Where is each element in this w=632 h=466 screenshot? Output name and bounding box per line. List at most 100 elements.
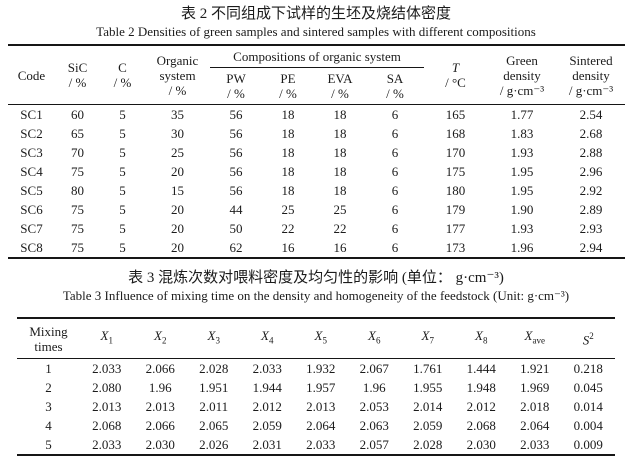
table-cell: 2.012: [252, 399, 282, 414]
table-cell: SC2: [20, 126, 43, 141]
header-line: / %: [279, 86, 297, 101]
header-symbol: X: [475, 328, 483, 344]
table-cell: 2.012: [466, 399, 496, 414]
table3-col-x8: X8: [455, 318, 509, 359]
table2-col-code: Code: [8, 45, 55, 105]
table-row: SC6 75 5 20 44 25 25 6 179 1.90 2.89: [8, 200, 625, 219]
table-cell: 2.013: [145, 399, 175, 414]
table-cell: 1.957: [306, 380, 336, 395]
table-row: 3 2.013 2.013 2.011 2.012 2.013 2.053 2.014 2.01…: [17, 397, 615, 416]
table-cell: 2.033: [92, 437, 122, 452]
header-line: / %: [68, 75, 87, 90]
table-cell: 56: [229, 145, 243, 160]
table-cell: 1.95: [510, 183, 534, 198]
table-cell: 2.018: [520, 399, 550, 414]
table2-body: SC1 60 5 35 56 18 18 6 165 1.77 2.54 SC2 65 5 30 56 18 18…: [8, 105, 625, 259]
table-cell: 1.761: [413, 361, 443, 376]
header-line: / g·cm⁻³: [499, 82, 545, 98]
table-cell: SC7: [20, 221, 43, 236]
table3-mixing: Mixing times X1 X2 X3 X4 X5 X6 X7 X8 Xav…: [17, 317, 615, 456]
table-cell: 2.028: [413, 437, 443, 452]
header-line: PW: [226, 71, 246, 86]
table-cell: 65: [71, 126, 84, 141]
table2-col-pw: PW / %: [210, 68, 262, 105]
table-cell: 1.944: [252, 380, 282, 395]
table-cell: 2.030: [466, 437, 496, 452]
table2-col-c: C / %: [100, 45, 145, 105]
table-cell: 16: [333, 240, 347, 255]
header-superscript: 2: [589, 331, 594, 342]
header-symbol: X: [314, 328, 323, 344]
table3-col-x7: X7: [401, 318, 455, 359]
table-cell: 75: [71, 221, 84, 236]
table-cell: 50: [229, 221, 243, 236]
table-cell: SC6: [20, 202, 43, 217]
table-cell: 2.064: [520, 418, 550, 433]
table-cell: 15: [171, 183, 184, 198]
table-row: SC3 70 5 25 56 18 18 6 170 1.93 2.88: [8, 143, 625, 162]
header-subscript: 7: [429, 335, 434, 346]
table-cell: 22: [333, 221, 347, 236]
table-cell: 75: [71, 240, 84, 255]
table-cell: 1.951: [199, 380, 229, 395]
table-cell: 0.045: [573, 380, 603, 395]
table-cell: 18: [281, 145, 295, 160]
table-cell: 170: [445, 145, 466, 160]
table3-col-x1: X1: [80, 318, 134, 359]
table-cell: 2.031: [252, 437, 282, 452]
table-cell: 2.011: [199, 399, 229, 414]
table-cell: 2.013: [92, 399, 122, 414]
table-cell: 0.009: [573, 437, 603, 452]
table-cell: 20: [171, 221, 184, 236]
table-cell: 18: [281, 107, 295, 122]
table-row: SC1 60 5 35 56 18 18 6 165 1.77 2.54: [8, 105, 625, 125]
header-line: / %: [331, 86, 349, 101]
table-cell: SC3: [20, 145, 43, 160]
table-cell: 5: [119, 221, 126, 236]
table2-header: Code SiC / % C / % Organic system / % Co…: [8, 45, 625, 105]
table-cell: 2.067: [359, 361, 389, 376]
table-cell: 44: [229, 202, 243, 217]
header-symbol: S: [582, 332, 590, 348]
table-cell: 2.96: [579, 164, 603, 179]
table-cell: 2.94: [579, 240, 603, 255]
table3-col-x3: X3: [187, 318, 241, 359]
table-cell: 2.064: [306, 418, 336, 433]
table-cell: 179: [445, 202, 466, 217]
table-cell: 5: [119, 145, 126, 160]
table-cell: 1.969: [520, 380, 550, 395]
table-cell: 165: [445, 107, 466, 122]
table-cell: 168: [445, 126, 466, 141]
table-cell: 2.033: [520, 437, 550, 452]
table-cell: 6: [391, 221, 399, 236]
table-cell: 2.68: [579, 126, 603, 141]
table2-col-sintered-density: Sintered density / g·cm⁻³: [557, 45, 625, 105]
header-line: EVA: [327, 71, 353, 86]
header-line: C: [118, 60, 127, 75]
table-cell: 2.54: [579, 107, 603, 122]
table2-col-compositions-span: Compositions of organic system: [210, 45, 424, 68]
table-cell: 18: [333, 183, 347, 198]
paper-page: { "table2": { "title_cn": "表 2 不同组成下试样的生…: [0, 6, 632, 466]
table-cell: 18: [281, 183, 295, 198]
table2-col-green-density: Green density / g·cm⁻³: [487, 45, 557, 105]
table3-col-x2: X2: [134, 318, 188, 359]
table-cell: 2.028: [199, 361, 229, 376]
header-symbol: X: [154, 328, 162, 344]
table-cell: 6: [391, 183, 399, 198]
table-cell: 75: [71, 202, 84, 217]
table-cell: 5: [119, 107, 126, 122]
table-cell: 1.921: [520, 361, 550, 376]
table-cell: 0.218: [573, 361, 603, 376]
table-cell: 75: [71, 164, 84, 179]
table2-col-temperature: T / °C: [424, 45, 487, 105]
table-cell: 2.057: [359, 437, 389, 452]
table-row: SC5 80 5 15 56 18 18 6 180 1.95 2.92: [8, 181, 625, 200]
table-cell: 1.96: [148, 380, 172, 395]
table-cell: 1.77: [510, 107, 534, 122]
table-cell: 2.059: [252, 418, 282, 433]
table2-title-chinese: 表 2 不同组成下试样的生坯及烧结体密度: [180, 6, 451, 22]
table-cell: 4: [45, 418, 52, 433]
table-cell: 6: [391, 202, 399, 217]
header-line: system: [159, 67, 196, 83]
